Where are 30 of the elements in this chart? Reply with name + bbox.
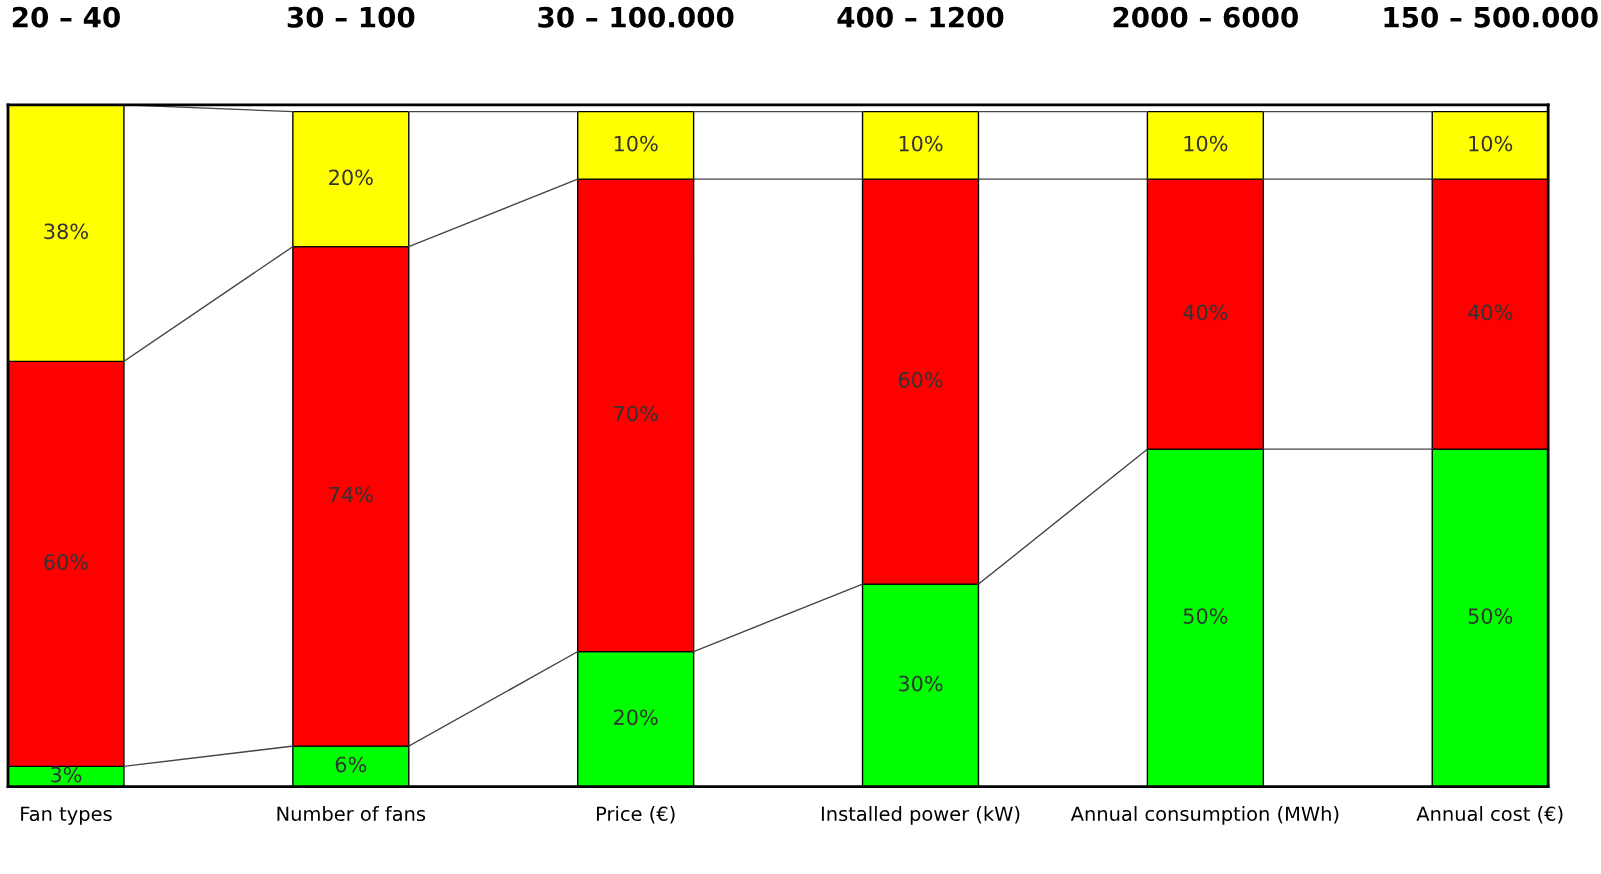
data-label: 40% [1183,304,1228,321]
data-label: 10% [1184,135,1228,152]
data-label: 40% [1468,304,1513,321]
data-label: 10% [1469,135,1513,152]
data-label: 3% [51,766,82,783]
data-label: 70% [614,405,658,422]
x-tick-label: Number of fans [277,806,426,822]
data-label: 60% [44,554,88,570]
x-tick-label: Price (€) [596,806,675,824]
data-label: 50% [1468,608,1513,624]
x-tick-label: Annual cost (€) [1416,806,1563,824]
data-label: 10% [614,135,658,152]
data-label: 6% [335,756,367,773]
text: 20 – 40 [12,6,120,28]
text: 150 – 500.000 [1384,6,1598,28]
x-tick-label: Installed power (kW) [821,806,1020,825]
text: 2000 – 6000 [1113,6,1298,28]
x-tick-label: Fan types [21,806,112,825]
data-label: 74% [329,486,373,503]
text: 30 – 100.000 [538,6,734,28]
data-label: 60% [898,371,943,388]
data-label: 10% [899,135,943,152]
text: 30 – 100 [287,6,415,28]
data-label: 20% [329,169,373,186]
x-tick-label: Annual consumption (MWh) [1070,806,1339,825]
data-label: 30% [898,675,943,692]
data-label: 38% [44,223,88,240]
data-label: 50% [1183,608,1228,624]
text: 400 – 1200 [837,6,1004,28]
data-label: 20% [614,709,658,726]
